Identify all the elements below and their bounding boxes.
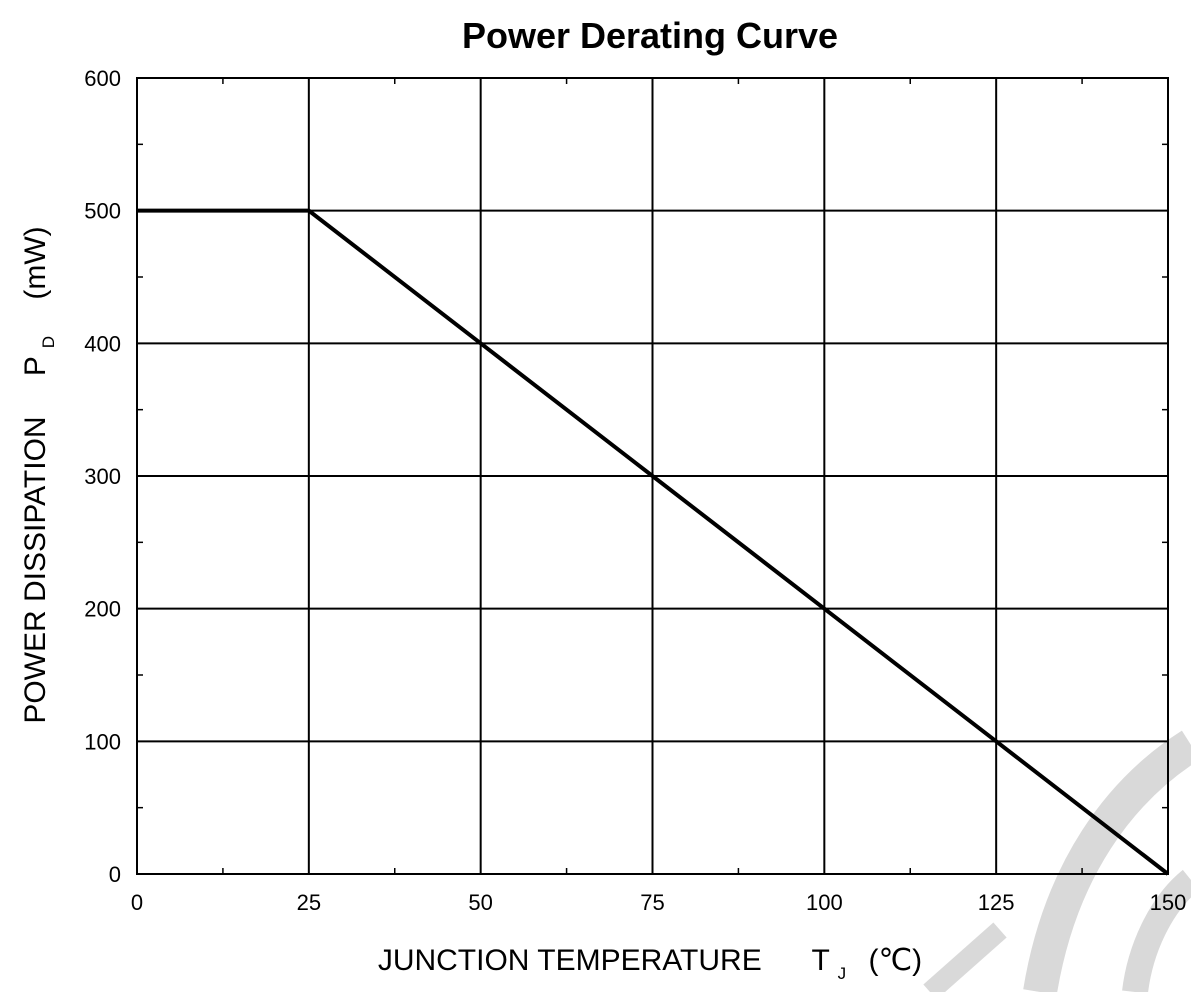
x-tick-label: 75 bbox=[640, 890, 664, 915]
x-tick-label: 0 bbox=[131, 890, 143, 915]
x-tick-label: 125 bbox=[978, 890, 1015, 915]
x-tick-label: 150 bbox=[1150, 890, 1187, 915]
y-tick-label: 500 bbox=[84, 199, 121, 224]
y-axis-label-unit: (mW) bbox=[19, 226, 52, 299]
x-axis-label-subscript: J bbox=[838, 964, 847, 983]
x-tick-label: 25 bbox=[297, 890, 321, 915]
y-axis-label: POWER DISSIPATION P D (mW) bbox=[19, 226, 61, 723]
x-axis-label-symbol: T bbox=[812, 944, 830, 977]
x-tick-label: 50 bbox=[468, 890, 492, 915]
x-axis-label-unit: (℃) bbox=[869, 944, 923, 977]
y-tick-label: 200 bbox=[84, 597, 121, 622]
y-tick-label: 300 bbox=[84, 464, 121, 489]
x-tick-label: 100 bbox=[806, 890, 843, 915]
watermark-stroke bbox=[930, 930, 1000, 992]
y-tick-label: 100 bbox=[84, 729, 121, 754]
x-axis-label-main: JUNCTION TEMPERATURE bbox=[378, 944, 762, 977]
watermark-logo bbox=[930, 745, 1191, 992]
y-tick-label: 600 bbox=[84, 66, 121, 91]
y-tick-label: 400 bbox=[84, 331, 121, 356]
x-tick-labels: 0 25 50 75 100 125 150 bbox=[131, 890, 1186, 915]
y-axis-label-symbol: P bbox=[19, 357, 52, 376]
y-axis-label-subscript: D bbox=[39, 336, 58, 348]
chart-title: Power Derating Curve bbox=[462, 15, 838, 56]
y-tick-labels: 0 100 200 300 400 500 600 bbox=[84, 66, 121, 887]
y-axis-label-main: POWER DISSIPATION bbox=[19, 416, 52, 723]
y-tick-label: 0 bbox=[109, 862, 121, 887]
x-axis-label: JUNCTION TEMPERATURE T J (℃) bbox=[378, 944, 922, 986]
